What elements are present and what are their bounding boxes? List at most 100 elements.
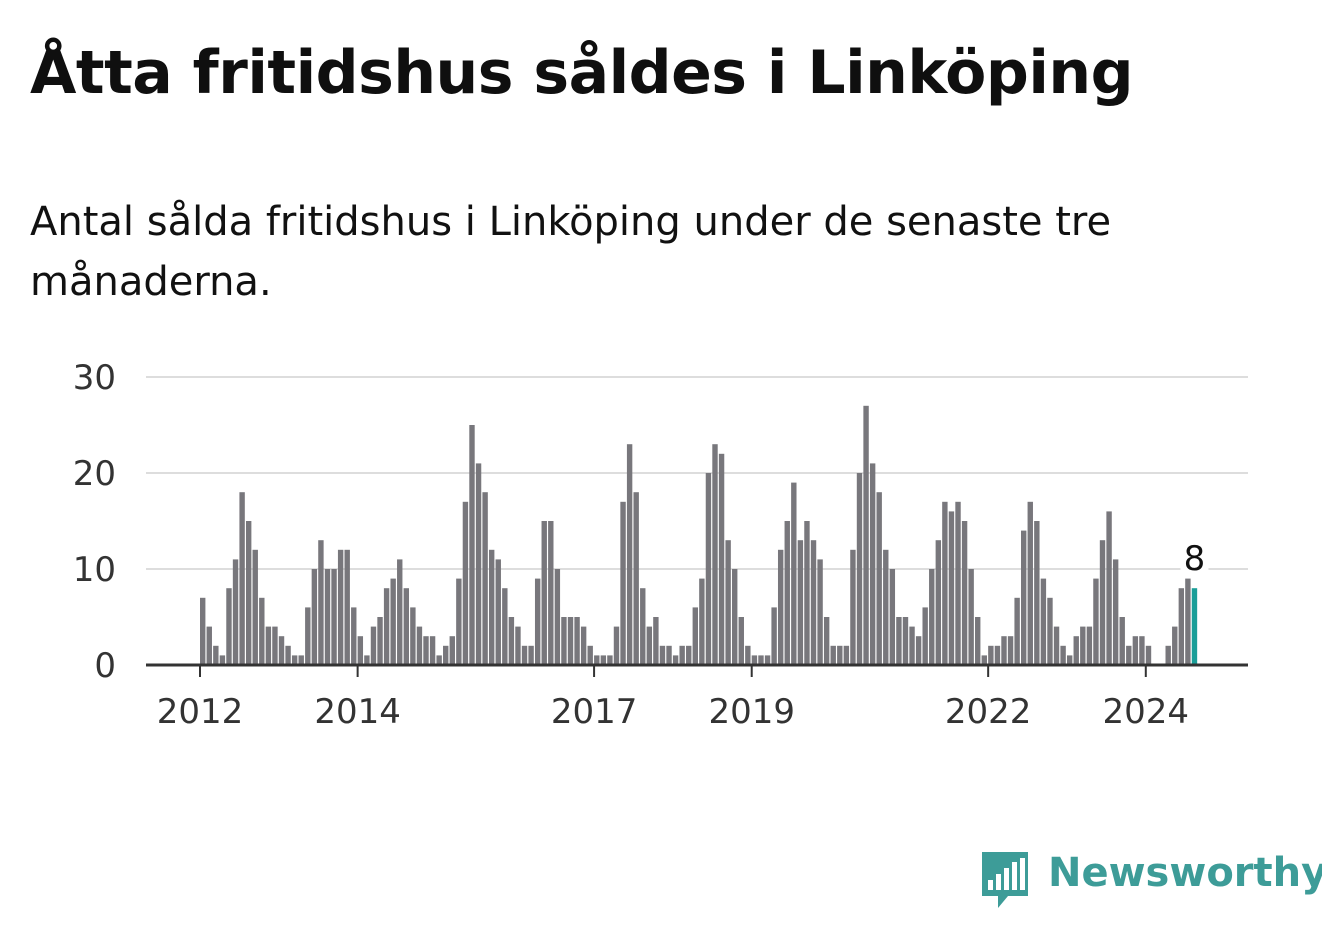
bar — [239, 492, 245, 665]
bar — [213, 645, 219, 665]
bar — [613, 626, 620, 665]
bar — [534, 578, 541, 665]
bar — [955, 501, 961, 665]
bar — [436, 655, 442, 665]
bar — [232, 559, 239, 665]
bar — [449, 636, 455, 665]
bar — [876, 492, 882, 665]
bar — [810, 540, 817, 665]
bar — [495, 559, 501, 665]
brand-name: Newsworthy — [1048, 850, 1322, 896]
bar — [318, 540, 324, 665]
bar — [1073, 636, 1079, 665]
bar — [285, 645, 291, 665]
bar — [902, 617, 909, 665]
bar — [732, 569, 738, 665]
bar — [567, 617, 574, 665]
bar — [646, 626, 653, 665]
bar — [554, 569, 561, 665]
bar — [245, 521, 252, 665]
bar — [331, 569, 337, 665]
x-tick-label: 2022 — [945, 692, 1032, 732]
bar — [981, 655, 987, 665]
bar — [272, 626, 278, 665]
bar — [850, 549, 856, 665]
bar — [830, 645, 836, 665]
bar — [462, 501, 469, 665]
x-tick-label: 2014 — [314, 692, 401, 732]
bar — [975, 617, 981, 665]
bar — [692, 607, 698, 665]
bar — [929, 569, 935, 665]
gridlines — [146, 376, 1248, 570]
bar — [1172, 626, 1178, 665]
bar — [521, 645, 528, 665]
bar — [620, 501, 626, 665]
bar — [843, 645, 850, 665]
bar — [1099, 540, 1106, 665]
bar — [1014, 597, 1020, 665]
bar — [804, 521, 810, 665]
bar — [403, 588, 410, 665]
bar — [1053, 626, 1060, 665]
bar — [633, 492, 639, 665]
bar — [429, 636, 436, 665]
bar — [574, 617, 580, 665]
bar — [259, 597, 265, 665]
bar — [817, 559, 823, 665]
bar — [1185, 578, 1191, 665]
bar — [994, 645, 1001, 665]
x-tick-label: 2019 — [708, 692, 795, 732]
bar — [561, 617, 567, 665]
bar — [337, 549, 344, 665]
bar — [889, 569, 896, 665]
bar — [935, 540, 942, 665]
bar — [344, 549, 350, 665]
bar — [1060, 645, 1066, 665]
bar — [758, 655, 764, 665]
chart-subtitle: Antal sålda fritidshus i Linköping under… — [30, 199, 1112, 305]
bar — [456, 578, 462, 665]
bar — [679, 645, 685, 665]
bar — [1047, 597, 1053, 665]
bar — [699, 578, 705, 665]
bar — [988, 645, 994, 665]
bar — [1080, 626, 1086, 665]
bar — [791, 482, 797, 665]
bar — [771, 607, 777, 665]
y-tick-label: 30 — [73, 358, 116, 398]
bar — [226, 588, 232, 665]
bar — [942, 501, 948, 665]
bar — [219, 655, 226, 665]
bar — [909, 626, 915, 665]
bar — [922, 607, 928, 665]
chart-title: Åtta fritidshus såldes i Linköping — [30, 38, 1134, 108]
bar — [548, 521, 554, 665]
bar — [528, 645, 534, 665]
axis-ticks: 0 10 20 30 8 2012 2014 2017 2019 2022 2024 — [73, 358, 1248, 732]
bar — [948, 511, 955, 665]
bar — [515, 626, 521, 665]
bar — [607, 655, 613, 665]
bar — [863, 405, 869, 665]
bar — [738, 617, 744, 665]
x-tick-label: 2024 — [1103, 692, 1190, 732]
bar — [600, 655, 607, 665]
y-tick-label: 10 — [73, 550, 116, 590]
bar — [482, 492, 488, 665]
bar — [823, 617, 830, 665]
bar — [252, 549, 258, 665]
bar — [1145, 645, 1152, 665]
bar — [357, 636, 364, 665]
bar-chart: 0 10 20 30 8 2012 2014 2017 2019 2022 2024 — [73, 358, 1248, 732]
bar — [1139, 636, 1145, 665]
bar — [1001, 636, 1007, 665]
bar — [488, 549, 495, 665]
bar — [1027, 501, 1033, 665]
bar — [475, 463, 482, 665]
bars — [200, 405, 1198, 665]
bar — [1165, 645, 1171, 665]
bar — [1119, 617, 1125, 665]
bar — [1007, 636, 1014, 665]
bar — [869, 463, 876, 665]
